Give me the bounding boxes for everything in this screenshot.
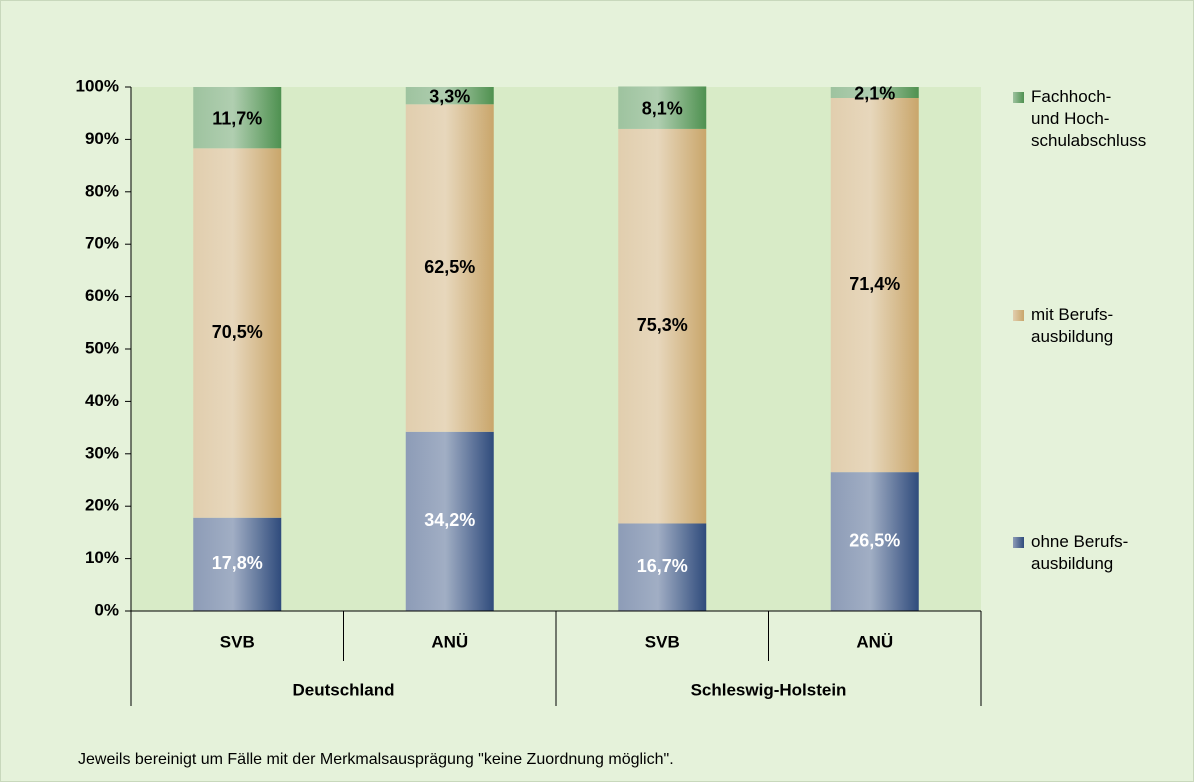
y-tick-label: 20% — [85, 496, 119, 515]
y-tick-label: 70% — [85, 234, 119, 253]
x-tick-label: ANÜ — [431, 632, 468, 651]
bar-segment — [193, 148, 282, 518]
bar-segment — [830, 87, 919, 99]
legend-entry: Fachhoch- und Hoch- schulabschluss — [1013, 86, 1147, 152]
bar-segment — [618, 523, 707, 611]
data-label: 8,1% — [642, 98, 683, 118]
legend-label: Fachhoch- und Hoch- schulabschluss — [1031, 87, 1147, 150]
y-tick-label: 50% — [85, 338, 119, 357]
y-tick-label: 60% — [85, 286, 119, 305]
legend-label: ohne Berufs- ausbildung — [1031, 532, 1129, 573]
bar-segment — [618, 128, 707, 524]
legend-entry: mit Berufs- ausbildung — [1013, 304, 1114, 348]
group-label: Schleswig-Holstein — [691, 680, 847, 699]
data-label: 75,3% — [637, 315, 688, 335]
y-tick-label: 100% — [76, 76, 119, 95]
data-label: 62,5% — [424, 257, 475, 277]
bar-segment — [405, 87, 494, 105]
y-tick-label: 30% — [85, 443, 119, 462]
data-label: 26,5% — [849, 530, 900, 550]
bar-segment — [618, 86, 707, 129]
y-tick-label: 40% — [85, 391, 119, 410]
y-tick-label: 10% — [85, 548, 119, 567]
x-tick-label: SVB — [220, 632, 255, 651]
y-tick-label: 0% — [94, 600, 119, 619]
data-label: 71,4% — [849, 274, 900, 294]
bar-segment — [405, 431, 494, 611]
legend-swatch — [1013, 537, 1024, 548]
data-label: 70,5% — [212, 322, 263, 342]
bar-segment — [193, 517, 282, 611]
legend-swatch — [1013, 92, 1024, 103]
data-label: 2,1% — [854, 83, 895, 103]
bar-segment — [830, 98, 919, 473]
bar-segment — [193, 87, 282, 149]
data-label: 17,8% — [212, 553, 263, 573]
legend-swatch — [1013, 310, 1024, 321]
footnote: Jeweils bereinigt um Fälle mit der Merkm… — [78, 751, 674, 768]
group-label: Deutschland — [292, 680, 394, 699]
legend-entry: ohne Berufs- ausbildung — [1013, 531, 1129, 575]
data-label: 16,7% — [637, 556, 688, 576]
legend-label: mit Berufs- ausbildung — [1031, 305, 1114, 346]
data-label: 3,3% — [429, 86, 470, 106]
data-label: 34,2% — [424, 510, 475, 530]
y-tick-label: 90% — [85, 129, 119, 148]
data-label: 11,7% — [212, 108, 262, 128]
x-tick-label: ANÜ — [856, 632, 893, 651]
bar-segment — [830, 472, 919, 611]
y-tick-label: 80% — [85, 181, 119, 200]
x-tick-label: SVB — [645, 632, 680, 651]
bar-segment — [405, 104, 494, 432]
